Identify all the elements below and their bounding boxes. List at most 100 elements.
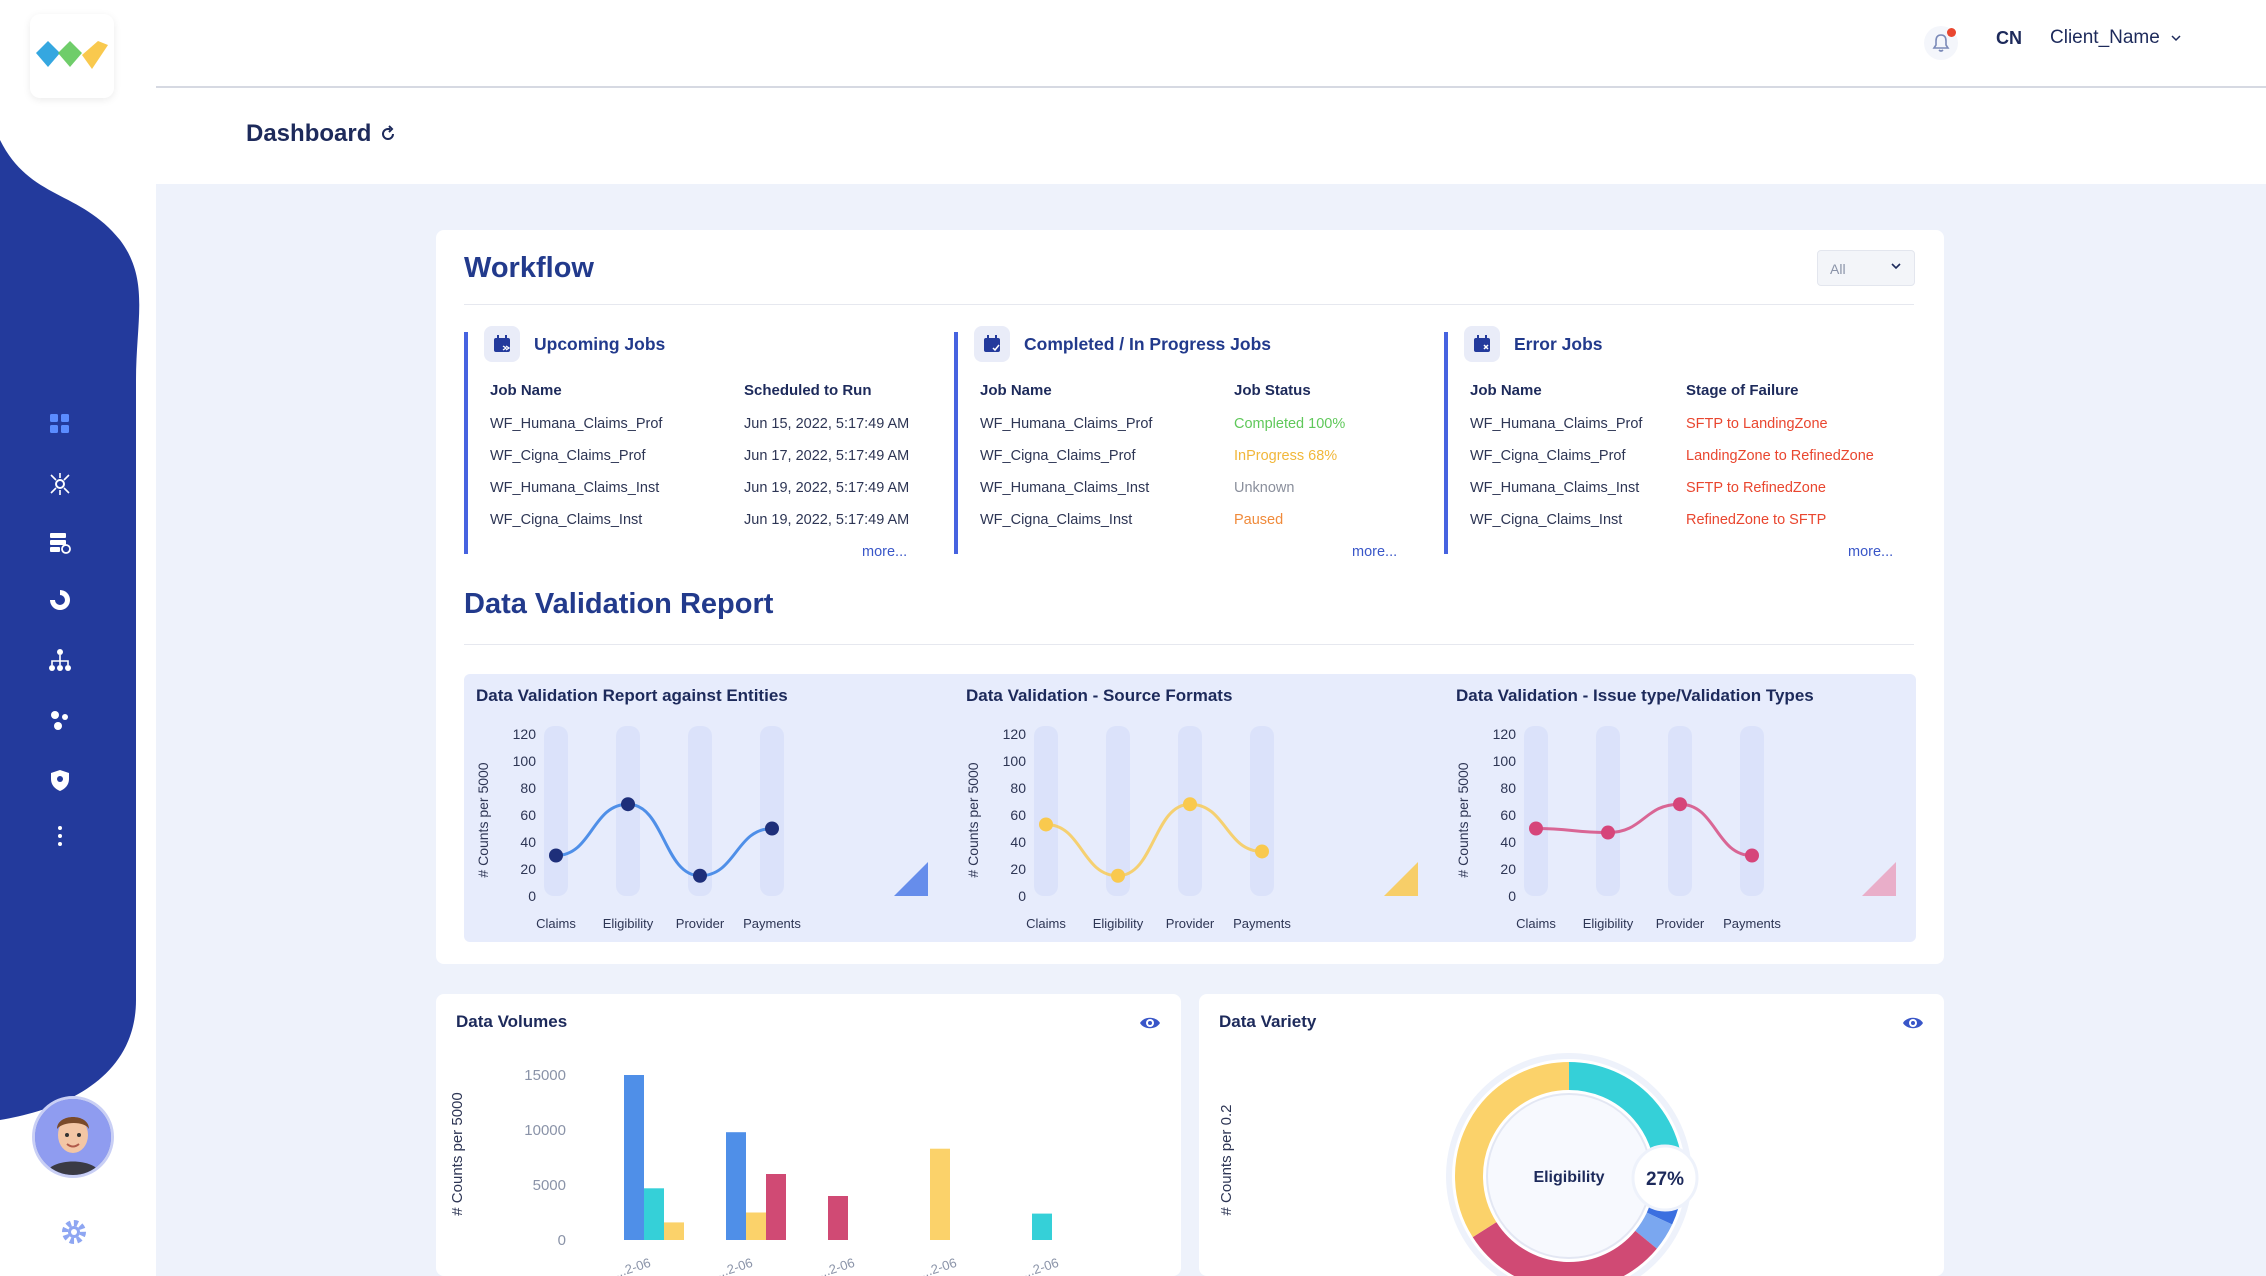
upcoming-job-time: Jun 17, 2022, 5:17:49 AM (744, 448, 910, 464)
nav-analytics-icon[interactable] (46, 586, 74, 614)
error-more-link[interactable]: more... (1848, 544, 1894, 560)
bar (746, 1212, 766, 1240)
y-tick-label: 0 (1508, 888, 1516, 904)
nav-dashboard-icon[interactable] (46, 410, 74, 438)
x-tick-label: Provider (1166, 916, 1215, 931)
validation-charts-panel: Data Validation Report against Entities … (464, 674, 1916, 942)
data-point (1529, 821, 1543, 836)
sidebar-wave (0, 140, 140, 1120)
data-point (1039, 817, 1053, 832)
sidebar (0, 0, 156, 1276)
error-jobs-header: Error Jobs (1464, 326, 1603, 362)
series-line (1535, 802, 1753, 857)
bar (1032, 1213, 1052, 1240)
completed-jobs-header: Completed / In Progress Jobs (974, 326, 1271, 362)
data-point (549, 848, 563, 863)
x-tick-label: Payments (743, 916, 801, 931)
completed-job-status: InProgress 68% (1234, 448, 1338, 464)
y-tick-label: 40 (1500, 834, 1516, 850)
completed-job-name: WF_Cigna_Claims_Inst (980, 512, 1133, 528)
corner-decoration (1862, 862, 1896, 896)
nav-security-icon[interactable] (46, 766, 74, 794)
calendar-check-icon (974, 326, 1010, 362)
x-tick-label: ...2-06 (1021, 1255, 1061, 1276)
validation-divider (464, 644, 1914, 645)
y-tick-label: 15000 (524, 1067, 566, 1084)
nav-database-icon[interactable] (46, 528, 74, 556)
upcoming-col-scheduled: Scheduled to Run (744, 382, 872, 399)
completed-more-link[interactable]: more... (1352, 544, 1398, 560)
workflow-filter-value: All (1830, 261, 1846, 277)
upcoming-job-time: Jun 19, 2022, 5:17:49 AM (744, 512, 910, 528)
category-track (1596, 726, 1620, 896)
bar (766, 1174, 786, 1240)
completed-job-name: WF_Humana_Claims_Prof (980, 416, 1153, 432)
y-tick-label: 120 (1493, 726, 1517, 742)
x-tick-label: Eligibility (1583, 916, 1634, 931)
eye-icon[interactable] (1902, 1012, 1924, 1034)
workflow-filter-select[interactable]: All (1817, 250, 1915, 286)
upcoming-job-name: WF_Cigna_Claims_Prof (490, 448, 646, 464)
category-track (1106, 726, 1130, 896)
settings-gear-icon[interactable] (58, 1216, 90, 1248)
error-job-name: WF_Cigna_Claims_Prof (1470, 448, 1626, 464)
chart-title: Data Validation - Source Formats (966, 686, 1233, 705)
bar (930, 1148, 950, 1240)
y-tick-label: 100 (1493, 753, 1517, 769)
upcoming-jobs-title: Upcoming Jobs (534, 333, 666, 354)
validation-title: Data Validation Report (464, 588, 774, 620)
donut-slice (1455, 1062, 1570, 1238)
completed-col-job-name: Job Name (980, 382, 1052, 399)
y-axis-label: # Counts per 5000 (965, 762, 981, 877)
x-tick-label: ...2-06 (817, 1255, 857, 1276)
nav-hierarchy-icon[interactable] (46, 646, 74, 674)
donut-slice (1635, 1212, 1673, 1249)
completed-job-status: Completed 100% (1234, 416, 1346, 432)
error-job-name: WF_Humana_Claims_Prof (1470, 416, 1643, 432)
y-tick-label: 0 (528, 888, 536, 904)
app-logo[interactable] (30, 14, 114, 98)
client-name-dropdown[interactable]: Client_Name (2050, 27, 2182, 49)
y-tick-label: 40 (1010, 834, 1026, 850)
completed-job-name: WF_Humana_Claims_Inst (980, 480, 1150, 496)
top-bar: CN Client_Name (156, 0, 2266, 88)
page-title-text: Dashboard (246, 120, 372, 147)
refresh-icon[interactable] (379, 125, 397, 143)
y-tick-label: 40 (520, 834, 536, 850)
y-tick-label: 0 (558, 1232, 566, 1249)
page-title: Dashboard (246, 120, 397, 148)
upcoming-job-time: Jun 19, 2022, 5:17:49 AM (744, 480, 910, 496)
y-tick-label: 100 (513, 753, 537, 769)
completed-jobs-title: Completed / In Progress Jobs (1024, 333, 1271, 354)
data-point (1183, 797, 1197, 812)
nav-more-icon[interactable] (46, 822, 74, 850)
nav-network-icon[interactable] (46, 470, 74, 498)
bar (624, 1075, 644, 1240)
completed-job-status: Paused (1234, 512, 1284, 528)
bar (644, 1188, 664, 1240)
validation-source-formats-chart: # Counts per 5000 0 20 40 60 80 100 120 Claims El… (965, 726, 1418, 931)
user-avatar[interactable] (32, 1096, 114, 1178)
logo-icon (36, 41, 108, 69)
notification-bell-icon[interactable] (1924, 26, 1958, 60)
chevron-down-icon (2171, 35, 2181, 42)
upcoming-jobs-panel: Upcoming Jobs Job Name Scheduled to Run … (464, 326, 934, 560)
eye-icon[interactable] (1139, 1012, 1161, 1034)
client-name-label: Client_Name (2050, 27, 2160, 48)
error-jobs-panel: Error Jobs Job Name Stage of Failure WF_… (1444, 326, 1914, 560)
chart-title: Data Validation Report against Entities (476, 686, 788, 705)
y-tick-label: 60 (1500, 807, 1516, 823)
category-track (1034, 726, 1058, 896)
nav-integration-icon[interactable] (46, 706, 74, 734)
y-axis-label: # Counts per 5000 (449, 1092, 466, 1215)
data-point (693, 868, 707, 883)
x-tick-label: Provider (1656, 916, 1705, 931)
x-tick-label: ...2-06 (613, 1255, 653, 1276)
upcoming-job-name: WF_Humana_Claims_Inst (490, 480, 660, 496)
y-tick-label: 120 (513, 726, 537, 742)
y-tick-label: 20 (1500, 861, 1516, 877)
y-tick-label: 80 (1500, 780, 1516, 796)
upcoming-col-job-name: Job Name (490, 382, 562, 399)
upcoming-more-link[interactable]: more... (862, 544, 908, 560)
error-job-name: WF_Humana_Claims_Inst (1470, 480, 1640, 496)
